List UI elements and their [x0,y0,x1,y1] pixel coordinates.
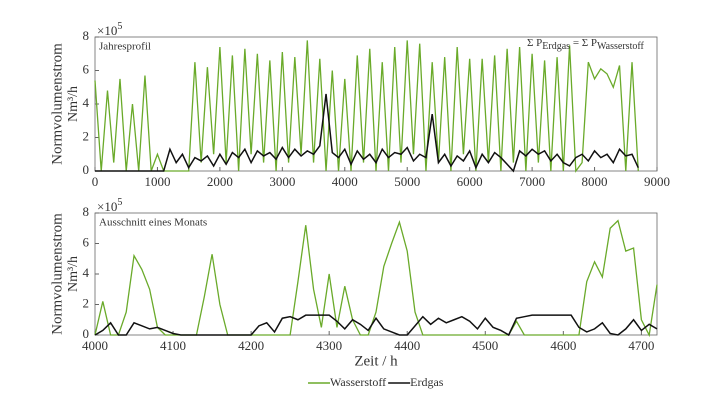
x-tick-label: 4000 [82,338,108,353]
formula-part: Wasserstoff [597,41,644,52]
x-tick-label: 0 [92,174,99,189]
y-axis-label: Normvolumenstrom [49,43,65,165]
series-line [94,314,658,337]
x-tick-label: 5000 [394,174,420,189]
y-tick-label: 4 [83,265,90,280]
legend-label: Erdgas [410,375,444,389]
x-tick-label: 7000 [519,174,545,189]
x-tick-label: 8000 [582,174,608,189]
y-multiplier: ×105 [97,197,122,214]
x-tick-label: 6000 [457,174,483,189]
y-tick-label: 8 [83,28,90,43]
annotation: Ausschnitt eines Monats [99,217,207,229]
y-tick-label: 2 [83,295,90,310]
y-axis-unit: Nm³/h [66,86,81,122]
multiplier-base: ×10 [97,23,117,38]
x-tick-label: 4200 [238,338,264,353]
x-tick-label: 4700 [628,338,654,353]
x-tick-label: 9000 [644,174,670,189]
x-tick-label: 4100 [160,338,186,353]
y-tick-label: 6 [83,234,90,249]
formula-part: Erdgas [542,41,570,52]
y-tick-label: 0 [83,326,90,341]
y-multiplier: ×105 [97,21,122,38]
annotation: Jahresprofil [99,41,151,53]
y-axis-label: Normvolumenstrom [49,213,65,335]
legend-label: Wasserstoff [330,375,386,389]
series-line [94,40,639,173]
y-tick-label: 4 [83,95,90,110]
x-tick-label: 4400 [394,338,420,353]
y-tick-label: 8 [83,204,90,219]
formula-part: = Σ P [570,37,597,49]
x-tick-label: 4600 [550,338,576,353]
x-tick-label: 3000 [269,174,295,189]
plot-area [94,36,658,172]
multiplier-exponent: 5 [117,21,122,32]
x-tick-label: 4300 [316,338,342,353]
y-tick-label: 2 [83,128,90,143]
multiplier-base: ×10 [97,199,117,214]
x-tick-label: 4000 [332,174,358,189]
y-tick-label: 6 [83,61,90,76]
formula: Σ PErdgas = Σ PWasserstoff [527,37,644,53]
multiplier-exponent: 5 [117,197,122,208]
y-axis-unit: Nm³/h [66,256,81,292]
x-axis-label: Zeit / h [354,353,398,369]
y-tick-label: 0 [83,162,90,177]
x-tick-label: 2000 [207,174,233,189]
x-tick-label: 4500 [472,338,498,353]
series-line [95,93,639,173]
formula-part: Σ P [527,37,542,49]
x-tick-label: 1000 [144,174,170,189]
